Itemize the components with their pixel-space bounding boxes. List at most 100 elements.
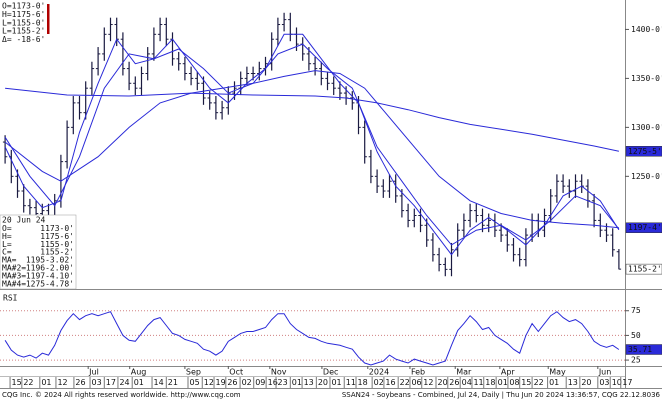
moving-average	[4, 70, 619, 229]
moving-average	[4, 43, 620, 246]
x-month-label: May	[549, 368, 566, 377]
x-month-label: Dec	[323, 368, 338, 377]
x-tick-label: 01	[549, 378, 559, 387]
x-month-label: Sep	[186, 368, 201, 377]
x-tick-label: 05	[190, 378, 200, 387]
info-box	[0, 214, 77, 290]
x-tick-label: 12	[204, 378, 214, 387]
value-box-label: 35.71	[628, 345, 652, 354]
x-month-label: Jun	[598, 368, 612, 377]
y-tick-label: 50	[631, 331, 641, 340]
info-value: 1155-0'	[40, 240, 74, 249]
info-value: 1195-3.02'	[26, 256, 74, 265]
x-tick-label: 15	[521, 378, 531, 387]
info-value: 1155-2'	[40, 248, 74, 257]
x-tick-label: 18	[485, 378, 495, 387]
x-tick-label: 22	[23, 378, 33, 387]
quote-line: O=1173-0'	[2, 2, 45, 11]
x-month-label: Oct	[229, 368, 243, 377]
x-tick-label: 26	[449, 378, 459, 387]
info-label: MA#2=	[2, 264, 26, 273]
info-date: 20 Jun 24	[2, 216, 46, 225]
x-tick-label: 20	[581, 378, 591, 387]
info-value: 1175-6'	[40, 232, 74, 241]
info-value: 1197-4.10'	[26, 271, 74, 280]
info-label: MA#3=	[2, 271, 26, 280]
x-tick-label: 03	[599, 378, 609, 387]
x-month-label: Jul	[88, 368, 99, 377]
y-tick-label: 1400-0'	[631, 25, 662, 34]
x-tick-label: 01	[331, 378, 341, 387]
info-value: 1173-0'	[40, 224, 74, 233]
x-tick-label: 26	[227, 378, 237, 387]
x-month-label: Aug	[131, 368, 147, 377]
x-tick-label: 15	[12, 378, 22, 387]
x-tick-label: 16	[385, 378, 395, 387]
y-tick-label: 25	[631, 356, 641, 365]
x-tick-label: 11	[346, 378, 356, 387]
quote-line: L=1155-2'	[2, 27, 45, 36]
x-month-label: Apr	[501, 368, 516, 377]
x-tick-label: 13	[568, 378, 578, 387]
x-tick-label: 14	[154, 378, 164, 387]
x-tick-label: 22	[400, 378, 410, 387]
x-tick-label: 11	[473, 378, 483, 387]
x-tick-label: 17	[622, 378, 632, 387]
x-tick-label: 19	[216, 378, 226, 387]
value-box	[625, 146, 662, 157]
quote-line: L=1155-0'	[2, 18, 45, 27]
panel-title: RSI	[3, 294, 18, 303]
x-tick-label: 23	[278, 378, 288, 387]
info-label: MA=	[2, 256, 17, 265]
x-tick-label: 13	[304, 378, 314, 387]
value-box	[625, 263, 662, 275]
moving-average	[4, 33, 620, 256]
info-label: O=	[2, 224, 12, 233]
value-box-label: 1275-5'	[628, 147, 662, 156]
info-label: C=	[2, 248, 12, 257]
info-label: MA#4=	[2, 279, 26, 288]
x-tick-label: 02	[374, 378, 384, 387]
x-month-label: Feb	[411, 368, 425, 377]
value-box-label: 1155-2'	[628, 265, 662, 274]
info-value: 1196-2.00'	[26, 264, 74, 273]
x-tick-label: 16	[268, 378, 278, 387]
copyright: CQG Inc. © 2024 All rights reserved worl…	[2, 391, 241, 399]
y-tick-label: 1300-0'	[631, 123, 662, 132]
info-label: H=	[2, 232, 12, 241]
x-tick-label: 01	[134, 378, 144, 387]
x-tick-label: 09	[255, 378, 265, 387]
info-label: L=	[2, 240, 12, 249]
moving-average	[5, 87, 620, 152]
x-tick-label: 01	[41, 378, 51, 387]
value-box	[625, 222, 662, 233]
x-tick-label: 08	[509, 378, 519, 387]
value-box	[625, 344, 662, 355]
x-tick-label: 24	[119, 378, 129, 387]
x-tick-label: 20	[438, 378, 448, 387]
x-tick-label: 02	[242, 378, 252, 387]
x-tick-label: 26	[75, 378, 85, 387]
x-tick-label: 21	[168, 378, 178, 387]
x-tick-label: 06	[411, 378, 421, 387]
quote-line: Δ= -18-6'	[2, 35, 45, 44]
quote-line: H=1175-6'	[2, 10, 45, 19]
x-tick-label: 04	[462, 378, 472, 387]
x-tick-label: 12	[57, 378, 67, 387]
x-tick-label: 18	[358, 378, 368, 387]
x-tick-label: 17	[106, 378, 116, 387]
x-month-label: Nov	[271, 368, 287, 377]
value-box-label: 1197-4'	[628, 223, 662, 232]
x-tick-label: 10	[612, 378, 622, 387]
y-tick-label: 75	[631, 306, 641, 315]
x-month-label: Mar	[456, 368, 472, 377]
x-tick-label: 01	[498, 378, 508, 387]
indicator-line	[4, 311, 620, 366]
x-tick-label: 22	[534, 378, 544, 387]
x-tick-label: 03	[92, 378, 102, 387]
chart-info: SSAN24 - Soybeans - Combined, Jul 24, Da…	[342, 391, 661, 399]
y-tick-label: 1350-0'	[631, 74, 662, 83]
